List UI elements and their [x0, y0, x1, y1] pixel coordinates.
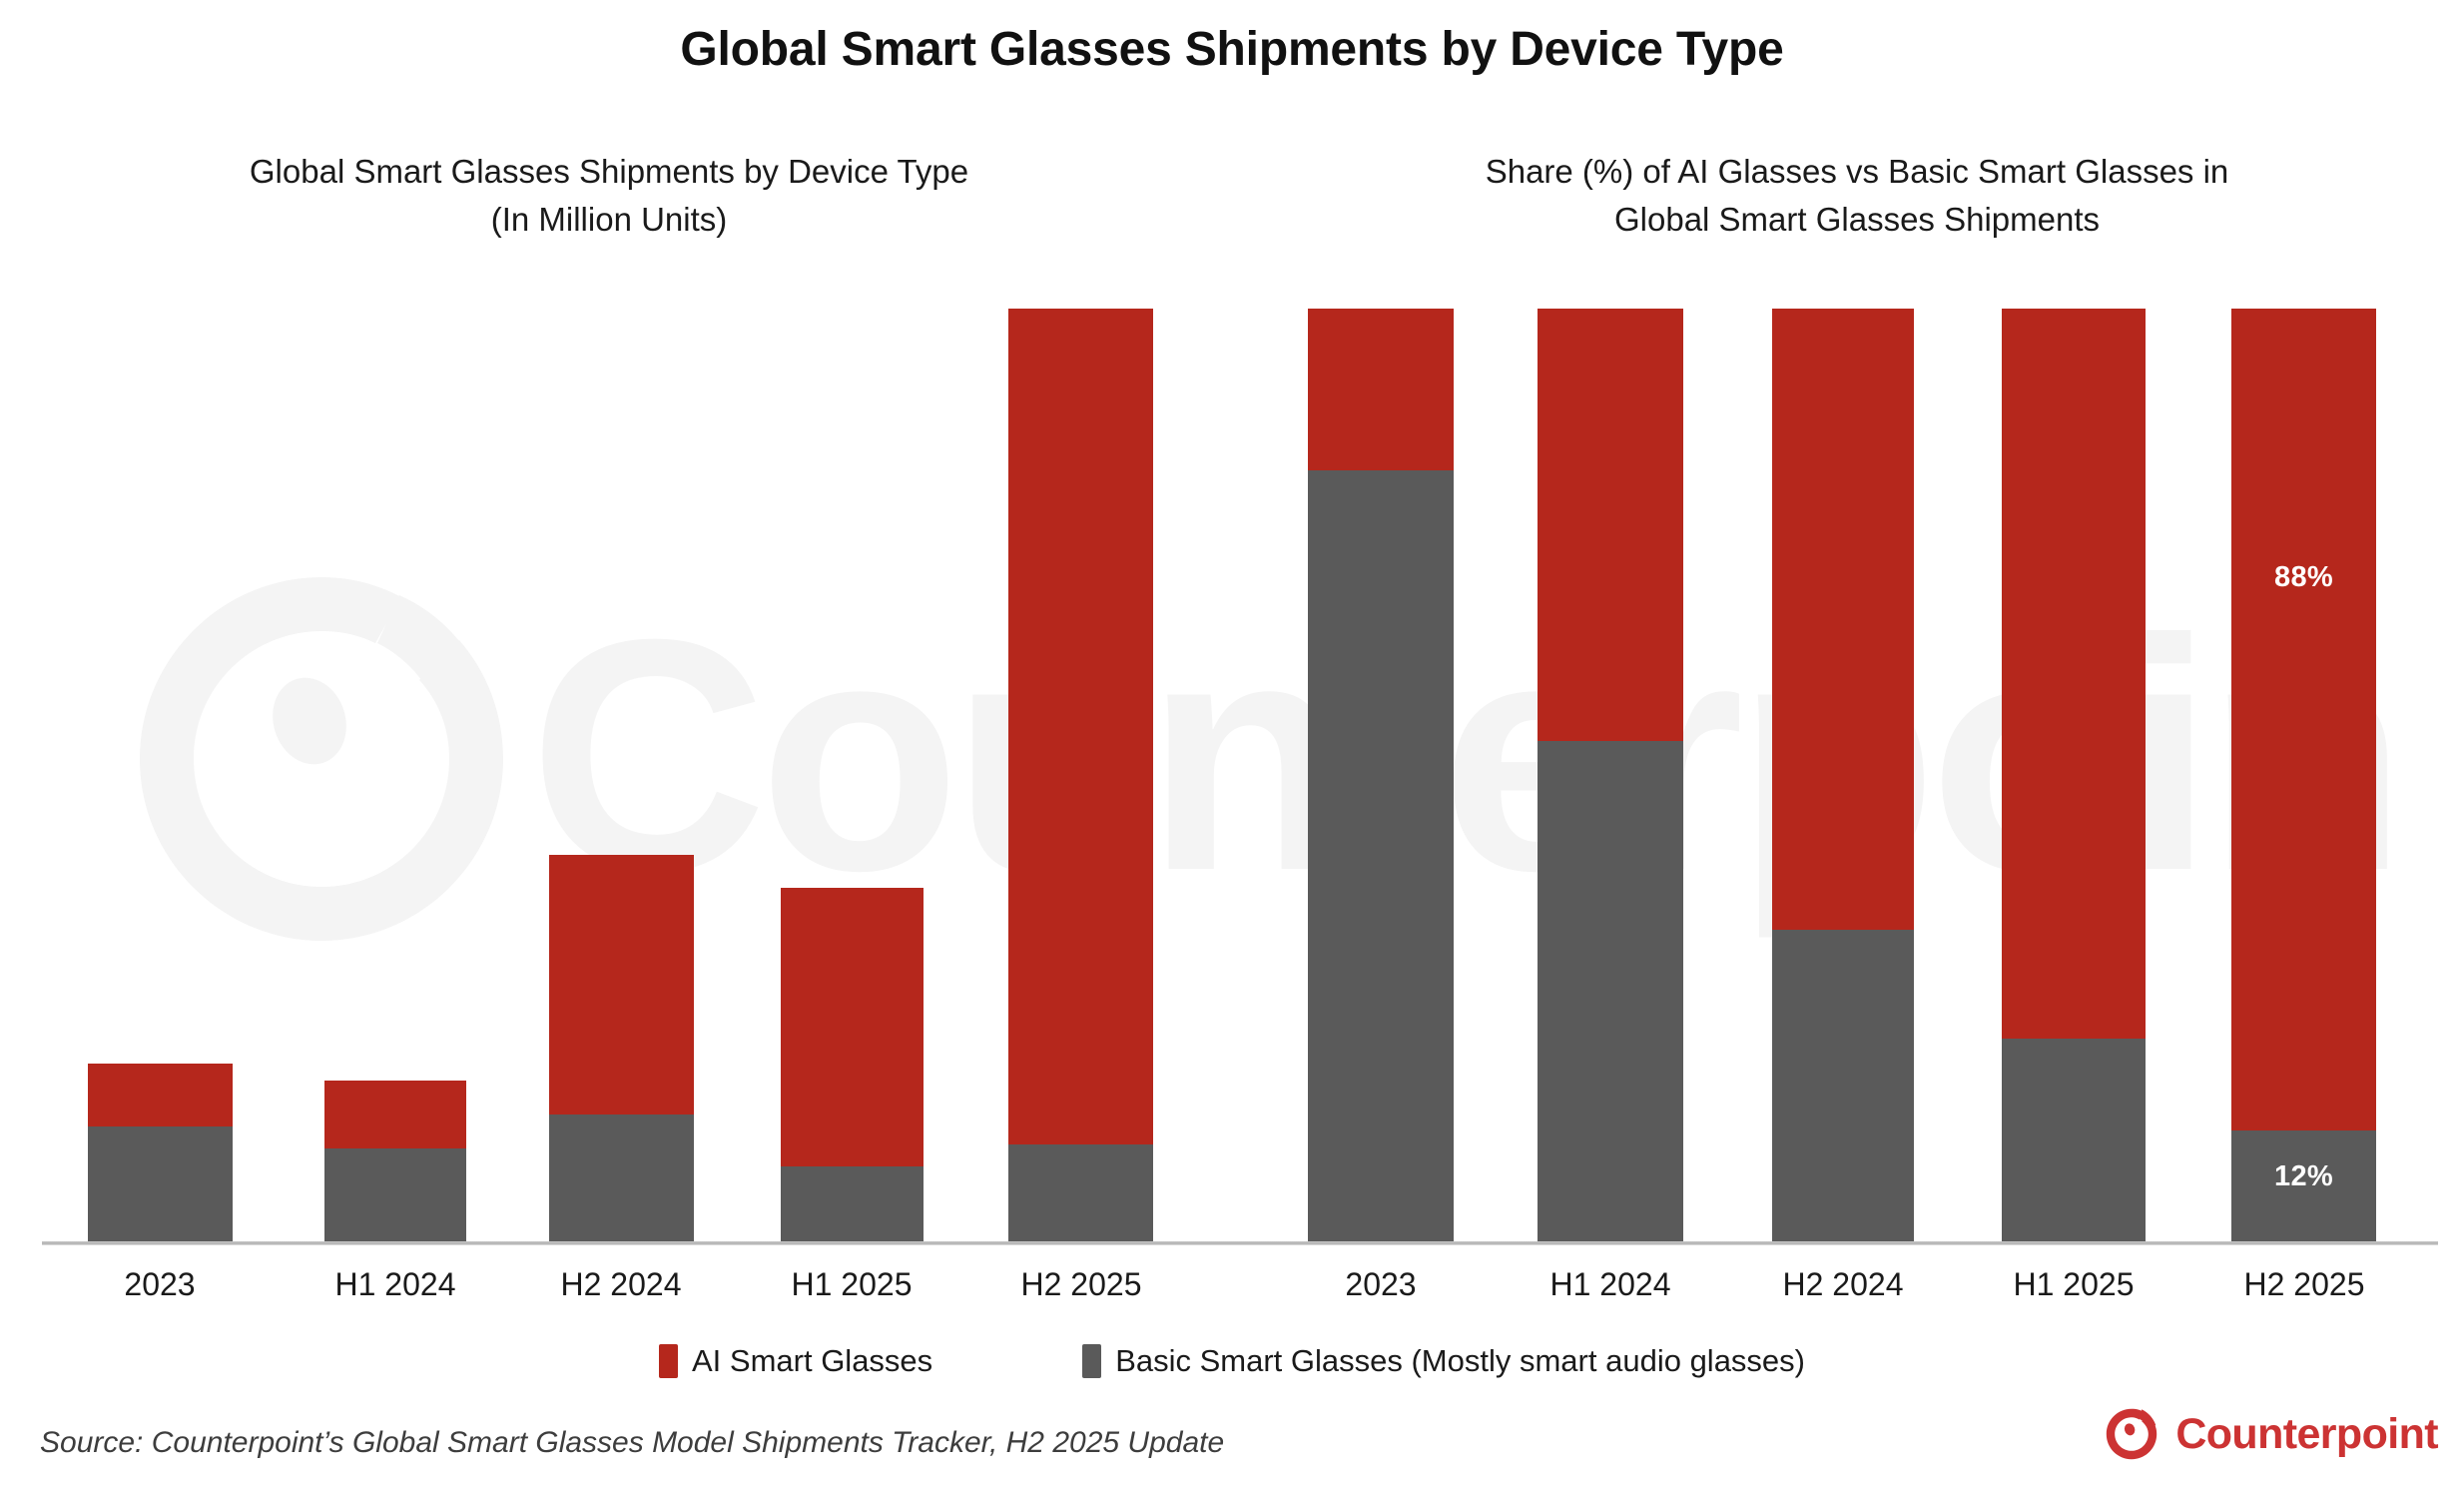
x-axis-label-h1-2025: H1 2025: [791, 1266, 913, 1302]
bar-segment-basic[interactable]: [1008, 1144, 1153, 1241]
bar-segment-basic[interactable]: 12%: [2231, 1130, 2376, 1241]
bar-left-h1-2025[interactable]: [781, 888, 924, 1241]
left-panel-title: Global Smart Glasses Shipments by Device…: [40, 148, 1178, 244]
x-axis-label-h1-2025: H1 2025: [2013, 1266, 2135, 1302]
x-axis-label-h1-2024: H1 2024: [1549, 1266, 1671, 1302]
bar-segment-basic[interactable]: [1538, 741, 1683, 1241]
x-axis-label-h1-2024: H1 2024: [334, 1266, 456, 1302]
bar-segment-basic[interactable]: [324, 1148, 466, 1241]
bar-segment-basic[interactable]: [549, 1115, 694, 1241]
x-axis-label-2023: 2023: [124, 1266, 196, 1302]
bar-label-ai: 88%: [2274, 561, 2333, 593]
legend-label: AI Smart Glasses: [692, 1343, 933, 1378]
bar-left-h2-2025[interactable]: [1008, 309, 1153, 1241]
x-axis-label-h2-2024: H2 2024: [1782, 1266, 1904, 1302]
bar-segment-basic[interactable]: [88, 1126, 233, 1241]
bar-right-h2-2025[interactable]: 88% 12%: [2231, 309, 2376, 1241]
bar-segment-ai[interactable]: [1308, 309, 1454, 470]
bar-label-basic: 12%: [2274, 1160, 2333, 1192]
x-axis-label-h2-2024: H2 2024: [560, 1266, 682, 1302]
bar-left-h2-2024[interactable]: [549, 855, 694, 1241]
right-panel-title-line1: Share (%) of AI Glasses vs Basic Smart G…: [1485, 153, 2229, 190]
x-axis-label-h2-2025: H2 2025: [1020, 1266, 1142, 1302]
bar-segment-ai[interactable]: [1008, 309, 1153, 1144]
left-panel-title-line2: (In Million Units): [490, 201, 728, 238]
source-note: Source: Counterpoint’s Global Smart Glas…: [40, 1426, 1225, 1459]
bar-left-h1-2024[interactable]: [324, 1081, 466, 1241]
bar-segment-ai[interactable]: [88, 1064, 233, 1126]
bar-right-h1-2024[interactable]: [1538, 309, 1683, 1241]
bar-segment-ai[interactable]: [324, 1081, 466, 1148]
bar-segment-ai[interactable]: [1772, 309, 1914, 930]
bar-segment-ai[interactable]: [2002, 309, 2146, 1039]
x-axis-label-h2-2025: H2 2025: [2243, 1266, 2365, 1302]
bar-left-2023[interactable]: [88, 1064, 233, 1241]
bar-segment-basic[interactable]: [1308, 470, 1454, 1241]
legend-label: Basic Smart Glasses (Mostly smart audio …: [1115, 1343, 1805, 1378]
right-panel-title: Share (%) of AI Glasses vs Basic Smart G…: [1288, 148, 2426, 244]
bar-segment-ai[interactable]: 88%: [2231, 309, 2376, 1130]
bar-right-h2-2024[interactable]: [1772, 309, 1914, 1241]
x-axis-label-2023: 2023: [1345, 1266, 1417, 1302]
right-panel-title-line2: Global Smart Glasses Shipments: [1613, 201, 2101, 238]
legend-item-ai[interactable]: AI Smart Glasses: [659, 1343, 932, 1379]
counterpoint-wordmark: Counterpoint: [2175, 1409, 2438, 1458]
x-axis-line: [42, 1241, 2438, 1245]
counterpoint-brand: Counterpoint: [2104, 1406, 2439, 1462]
bar-right-h1-2025[interactable]: [2002, 309, 2146, 1241]
bar-right-2023[interactable]: [1308, 309, 1454, 1241]
legend-swatch-basic: [1082, 1344, 1102, 1378]
bar-segment-ai[interactable]: [781, 888, 924, 1166]
left-panel-title-line1: Global Smart Glasses Shipments by Device…: [249, 153, 969, 190]
legend-item-basic[interactable]: Basic Smart Glasses (Mostly smart audio …: [1082, 1343, 1805, 1379]
page-title: Global Smart Glasses Shipments by Device…: [680, 23, 1784, 76]
bar-segment-basic[interactable]: [1772, 930, 1914, 1241]
bar-segment-basic[interactable]: [781, 1166, 924, 1241]
bar-segment-ai[interactable]: [549, 855, 694, 1115]
bar-segment-ai[interactable]: [1538, 309, 1683, 741]
legend-swatch-ai: [659, 1344, 678, 1378]
counterpoint-swirl-icon: [2104, 1406, 2159, 1462]
chart-legend: AI Smart Glasses Basic Smart Glasses (Mos…: [0, 1343, 2464, 1379]
bar-segment-basic[interactable]: [2002, 1039, 2146, 1241]
